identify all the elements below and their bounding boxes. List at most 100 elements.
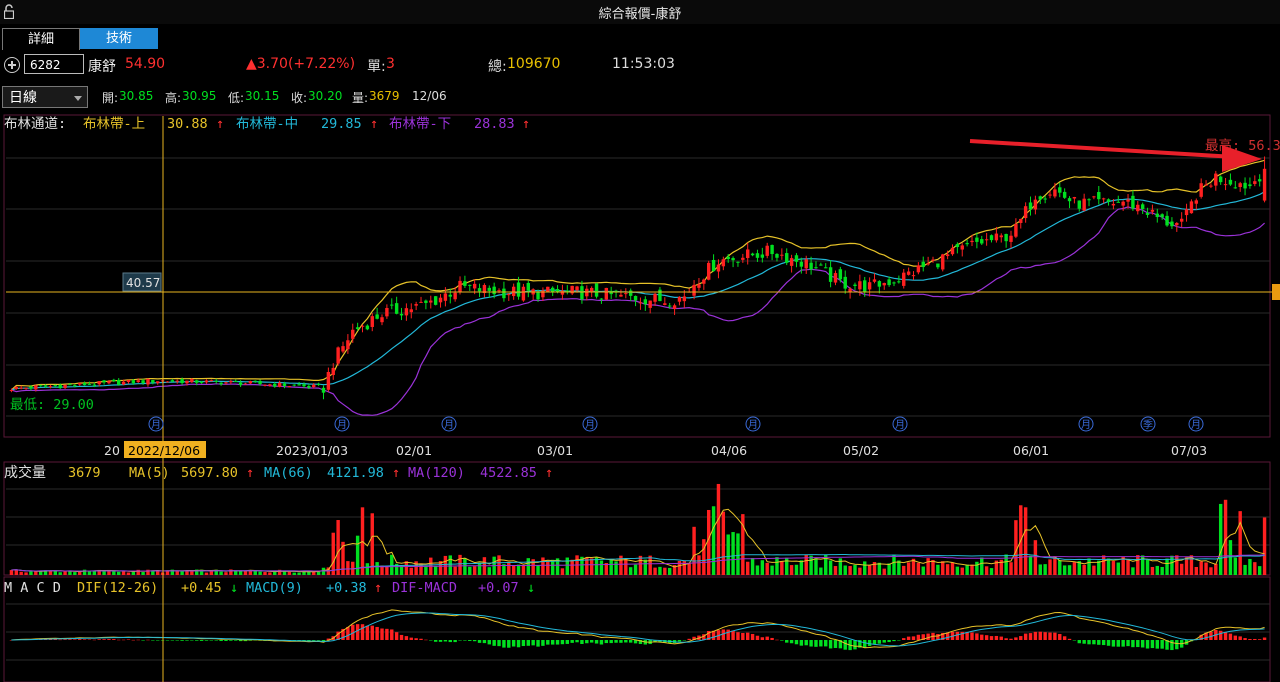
macd-bar	[721, 629, 726, 640]
candle-body	[916, 265, 921, 273]
candle-body	[73, 385, 77, 387]
volume-bar	[1223, 499, 1228, 575]
bollinger-mid-line	[11, 191, 1265, 391]
macd-dif-value: +0.45	[181, 580, 222, 596]
volume-bar	[882, 568, 886, 575]
candle-body	[931, 259, 935, 261]
macd-bar	[604, 640, 609, 644]
macd-bar	[463, 640, 467, 641]
candle-body	[146, 379, 150, 385]
candle-body	[1116, 201, 1120, 203]
macd-bar	[775, 639, 779, 641]
volume-bar	[424, 566, 428, 575]
candle-body	[370, 316, 374, 327]
macd-bar	[765, 636, 769, 640]
candle-body	[180, 379, 184, 384]
candle-body	[975, 237, 979, 242]
candle-body	[482, 285, 487, 294]
candle-body	[477, 288, 482, 292]
candle-body	[1248, 184, 1252, 187]
close-value: 30.20	[308, 89, 343, 103]
candle-body	[1155, 213, 1159, 218]
macd-bar	[1023, 633, 1028, 640]
volume-bar	[1121, 556, 1125, 575]
volume-bar	[224, 572, 228, 575]
total-volume: 109670	[507, 56, 561, 72]
volume-bar	[287, 571, 292, 575]
macd-bar	[424, 639, 428, 641]
volume-bar	[204, 572, 209, 575]
date-axis: 20 2023/01/03 02/01 03/01 04/06 05/02 06/01 07/…	[104, 443, 1207, 458]
macd-bar	[872, 640, 877, 645]
macd-bar	[760, 637, 765, 640]
macd-bar	[175, 640, 179, 641]
volume-bar	[1092, 565, 1096, 575]
volume-ma120-value: 4522.85	[480, 465, 537, 481]
candle-body	[1189, 201, 1194, 214]
price-scroll-marker[interactable]	[1272, 284, 1280, 300]
chart-frames	[3, 114, 1271, 682]
volume-bar	[87, 570, 92, 575]
macd-bar	[238, 640, 243, 642]
volume-bar	[892, 554, 896, 575]
volume-bar	[824, 554, 828, 575]
month-marker-label: 季	[1143, 419, 1153, 431]
volume-bar	[214, 569, 218, 575]
candle-body	[989, 235, 994, 241]
date-axis-label: 03/01	[537, 443, 573, 458]
window-title: 綜合報價-康舒	[598, 7, 682, 22]
tab-details[interactable]: 詳細	[2, 28, 80, 50]
candle-body	[243, 383, 248, 385]
tab-technical[interactable]: 技術	[80, 28, 158, 49]
macd-bar	[1150, 640, 1155, 649]
candle-body	[828, 267, 833, 282]
bollinger-upper-value: 30.88	[167, 116, 208, 132]
candle-body	[273, 383, 277, 387]
volume-bar	[672, 565, 677, 575]
add-icon[interactable]	[4, 57, 20, 73]
candle-body	[950, 247, 955, 255]
lock-icon[interactable]	[4, 4, 14, 19]
candle-body	[1179, 218, 1184, 222]
volume-bar	[463, 558, 467, 575]
candle-body	[458, 280, 462, 293]
macd-bar	[185, 640, 189, 641]
volume-bar	[716, 483, 721, 575]
candle-body	[965, 243, 969, 245]
candle-body	[433, 296, 438, 305]
candle-body	[394, 303, 399, 314]
macd-bar	[146, 639, 150, 641]
stock-code-input[interactable]: 6282	[24, 54, 84, 74]
candle-body	[1214, 173, 1218, 186]
macd-bar	[1131, 640, 1135, 648]
volume-bar	[643, 559, 648, 575]
candle-body	[628, 290, 633, 296]
candle-body	[1014, 224, 1018, 237]
macd-bar	[507, 640, 511, 648]
macd-bar	[541, 640, 545, 646]
candle-body	[331, 367, 335, 376]
macd-bar	[482, 640, 487, 644]
volume-bar	[1155, 565, 1159, 575]
volume-bar	[692, 526, 696, 575]
candle-body	[755, 253, 760, 258]
macd-bar	[902, 638, 906, 640]
candle-body	[921, 261, 925, 268]
macd-bar	[365, 625, 370, 640]
volume-bar	[307, 570, 311, 575]
candle-body	[789, 258, 794, 266]
candle-body	[560, 290, 565, 295]
period-select[interactable]: 日線	[2, 86, 88, 108]
candle-body	[1150, 209, 1155, 212]
macd-bar	[677, 640, 682, 642]
volume-bar	[19, 571, 23, 575]
candle-body	[53, 384, 58, 386]
macd-bar	[141, 640, 145, 641]
volume-bar	[77, 571, 82, 575]
macd-bar	[702, 634, 706, 640]
macd-osc-arrow: ↓	[527, 580, 535, 596]
macd-bar	[887, 640, 891, 643]
candle-body	[268, 384, 272, 386]
high-label: 高:	[165, 91, 182, 105]
